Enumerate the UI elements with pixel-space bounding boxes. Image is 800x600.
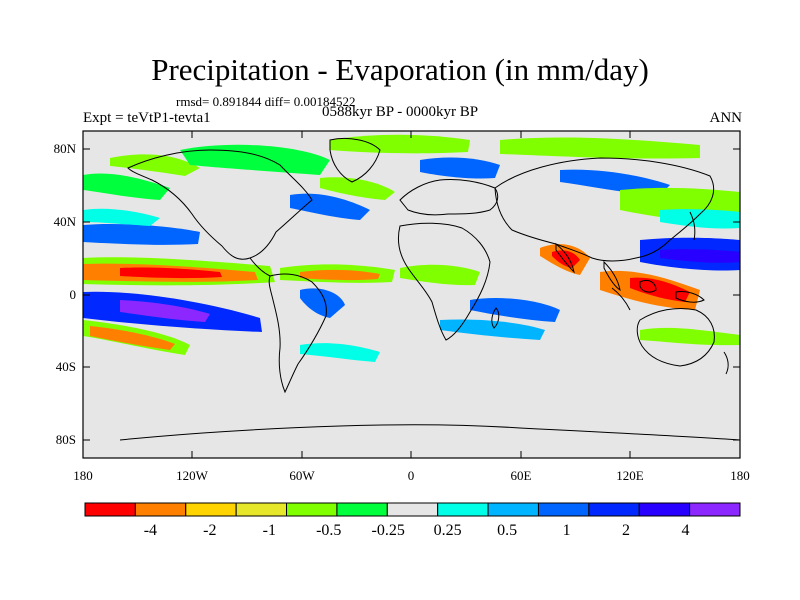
colorbar-label: 0.25 xyxy=(433,522,462,539)
period-label: 0588kyr BP - 0000kyr BP xyxy=(322,104,479,120)
colorbar-box xyxy=(487,502,539,517)
colorbar-label: -1 xyxy=(262,522,276,539)
lon-tick-60w: 60W xyxy=(289,468,315,483)
map-title: Precipitation - Evaporation (in mm/day) xyxy=(151,52,649,87)
coast-antarctica xyxy=(119,424,740,441)
colorbar-box xyxy=(437,502,489,517)
patch-indian-blue xyxy=(470,298,560,322)
colorbar-box xyxy=(336,502,388,517)
lon-tick-0: 0 xyxy=(407,468,415,483)
coast-central-america xyxy=(249,257,271,277)
colorbar-box xyxy=(185,502,237,517)
lat-tick-40s: 40S xyxy=(55,359,76,374)
patch-southern-cyan xyxy=(300,343,380,362)
colorbar xyxy=(84,502,741,517)
lat-tick-80n: 80N xyxy=(53,141,76,156)
colorbar-box xyxy=(134,502,187,517)
patch-africa-green xyxy=(400,264,480,286)
patch-atl-itcz-orange xyxy=(300,269,380,281)
colorbar-label: -2 xyxy=(203,522,217,539)
patch-barents-blue xyxy=(420,157,500,179)
colorbar-box xyxy=(689,502,741,517)
patch-southern-ocean-green xyxy=(640,327,740,346)
lon-tick-120e: 120E xyxy=(616,468,644,483)
lon-tick-180w: 180 xyxy=(73,468,93,483)
lon-tick-180e: 180 xyxy=(730,468,750,483)
patch-alaska-green xyxy=(110,154,200,176)
patch-arctic-green xyxy=(330,134,470,154)
field-patches xyxy=(83,134,740,362)
coast-india xyxy=(555,242,575,274)
lat-tick-80s: 80S xyxy=(55,432,76,447)
patch-npac-green xyxy=(83,173,170,200)
stats-line: rmsd= 0.891844 diff= 0.00184522 xyxy=(176,94,356,109)
patch-arctic-east-green xyxy=(500,137,700,159)
colorbar-label: 4 xyxy=(681,522,690,539)
patch-maritime-red xyxy=(630,277,690,302)
coast-south-america xyxy=(268,273,327,394)
patch-indian-cyan xyxy=(440,319,545,340)
colorbar-box xyxy=(386,502,439,517)
colorbar-box xyxy=(537,502,590,517)
patch-npac-west-cyan xyxy=(660,209,740,229)
colorbar-label: -0.5 xyxy=(316,522,342,539)
patch-indiamonsoon-red xyxy=(552,250,580,268)
patch-canada-green xyxy=(180,144,330,175)
coast-greenland xyxy=(329,137,381,183)
patch-spcz-orange xyxy=(90,326,175,350)
coast-madagascar xyxy=(491,307,500,329)
coast-asia xyxy=(494,157,715,262)
patch-wpac-purple xyxy=(660,249,740,263)
coast-new-zealand xyxy=(723,351,729,375)
lon-tick-120w: 120W xyxy=(176,468,208,483)
colorbar-box xyxy=(588,502,640,517)
colorbar-label: 1 xyxy=(562,522,571,539)
lat-tick-40n: 40N xyxy=(53,214,76,229)
coast-australia xyxy=(636,307,715,367)
patch-samerica-blue xyxy=(300,288,345,318)
patch-itcz-red xyxy=(120,267,222,279)
patch-npac-blue xyxy=(83,223,200,245)
colorbar-label: -4 xyxy=(143,522,158,539)
coastlines xyxy=(119,137,740,441)
colorbar-box xyxy=(638,502,691,517)
patch-npac-cyan xyxy=(83,208,160,226)
coast-north-america xyxy=(127,149,313,260)
lon-tick-60e: 60E xyxy=(510,468,532,483)
lat-tick-0: 0 xyxy=(69,287,77,302)
colorbar-box xyxy=(235,502,288,517)
colorbar-label: 2 xyxy=(622,522,631,539)
coast-africa xyxy=(397,222,491,341)
season-label: ANN xyxy=(709,110,743,126)
colorbar-box xyxy=(84,502,136,517)
colorbar-label: 0.5 xyxy=(497,522,518,539)
colorbar-box xyxy=(286,502,338,517)
coast-japan xyxy=(689,211,696,241)
axis-ticks xyxy=(83,131,740,458)
colorbar-label: -0.25 xyxy=(371,522,405,539)
coast-southeast-asia xyxy=(603,260,621,292)
coast-borneo xyxy=(639,279,657,293)
coast-sumatra xyxy=(611,287,631,311)
patch-natl-green xyxy=(320,177,395,200)
experiment-label: Expt = teVtP1-tevta1 xyxy=(83,110,211,126)
patch-spcz-purple xyxy=(120,300,210,322)
patch-natl-blue xyxy=(290,193,370,220)
coast-new-guinea xyxy=(675,291,705,303)
